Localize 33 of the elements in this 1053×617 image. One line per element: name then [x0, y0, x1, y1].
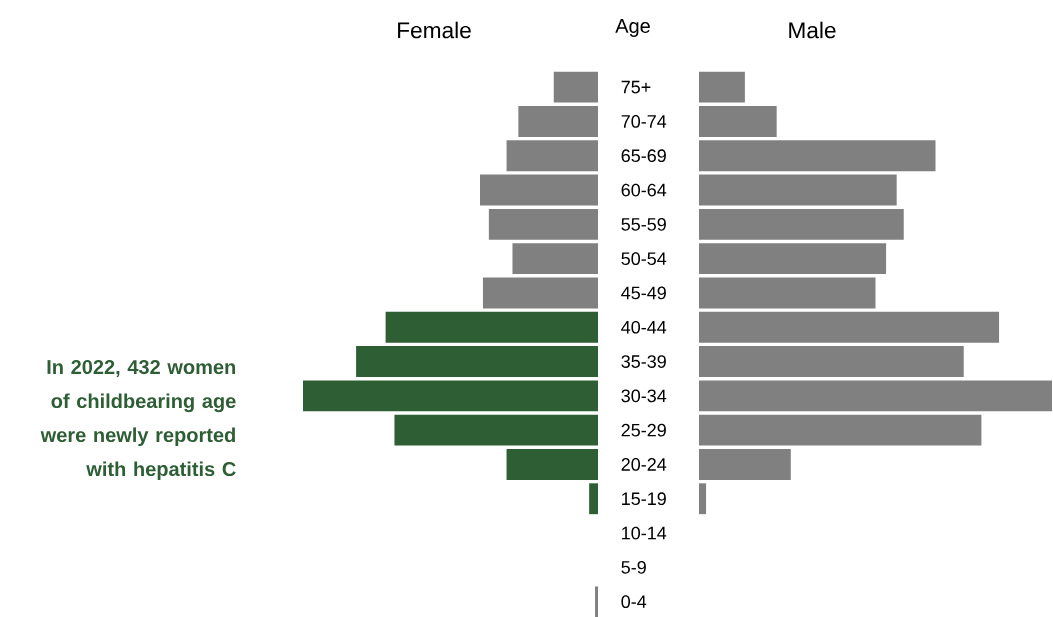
bar — [699, 208, 904, 240]
y-tick-label: 70-74 — [621, 115, 667, 128]
y-tick-label: 65-69 — [621, 149, 666, 163]
y-tick-label: 10-14 — [622, 526, 667, 540]
y-tick-label: 5-9 — [621, 560, 646, 574]
y-tick-label: 40-44 — [621, 320, 667, 334]
y-axis-title: Age — [615, 19, 650, 37]
bar — [699, 449, 791, 480]
y-tick-label: 50-54 — [621, 252, 667, 266]
y-tick-label: 75+ — [621, 80, 651, 94]
y-tick-label: 25-29 — [621, 423, 666, 437]
bar — [699, 311, 1000, 343]
y-tick-label: 0-4 — [621, 595, 647, 609]
y-tick-label: 20-24 — [621, 458, 667, 471]
text: In 2022, 432 women of childbearing age were newly reported with hepatitis C — [40, 359, 236, 481]
bar — [699, 106, 777, 137]
bar — [699, 483, 707, 515]
chart-title: Female — [398, 21, 471, 39]
bar — [699, 71, 745, 103]
y-tick-label: 60-64 — [621, 183, 667, 197]
y-tick-label: 15-19 — [622, 492, 666, 506]
bar — [699, 346, 964, 377]
bar — [699, 414, 982, 446]
y-tick-label: 30-34 — [621, 389, 667, 403]
chart-title: Male — [789, 21, 836, 39]
bar — [699, 174, 897, 206]
bar — [699, 243, 887, 275]
bar — [699, 140, 936, 172]
y-tick-label: 55-59 — [621, 217, 666, 231]
bar — [699, 380, 1052, 412]
bar — [699, 277, 876, 309]
y-tick-label: 45-49 — [621, 286, 666, 300]
y-tick-label: 35-39 — [621, 355, 666, 368]
